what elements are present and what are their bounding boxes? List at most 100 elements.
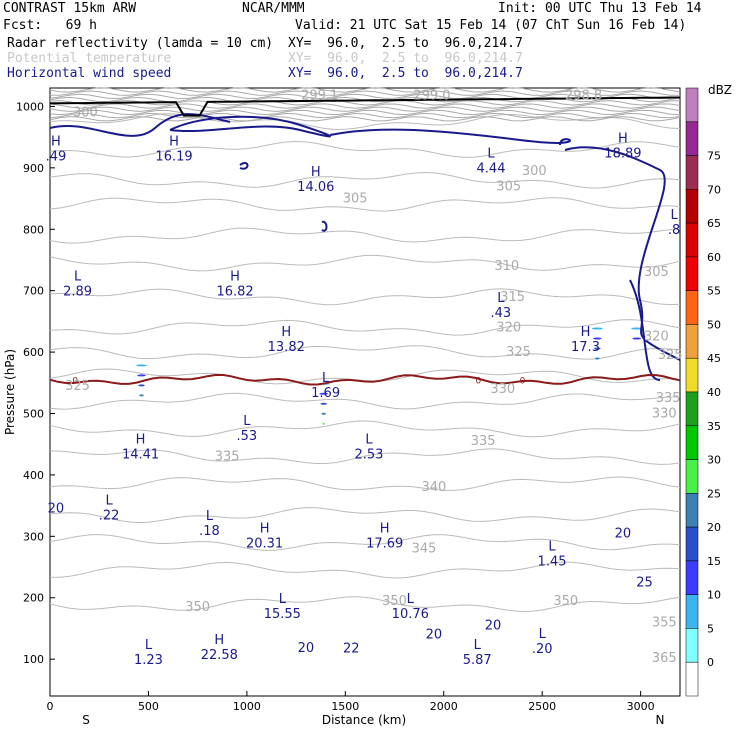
reflectivity-cell (321, 412, 326, 415)
colorbar-swatch (685, 256, 699, 291)
reflectivity-cell (631, 327, 643, 330)
extremum-marker: H (311, 165, 321, 180)
colorbar-label: 65 (707, 217, 721, 230)
colorbar-swatch (685, 425, 699, 460)
reflectivity-cell (595, 357, 600, 360)
reflectivity-cell (632, 337, 642, 340)
wind-contour (629, 279, 661, 381)
y-tick-label: 500 (23, 407, 44, 420)
theta-contour-label: 355 (652, 615, 677, 630)
field-theta-name: Potential temperature (7, 51, 172, 66)
colorbar-swatch (685, 661, 699, 697)
theta-contour-label: 350 (382, 594, 407, 609)
colorbar-label: 60 (707, 251, 721, 264)
theta-contour-label: 305 (644, 265, 669, 280)
plot-frame (49, 87, 681, 697)
theta-contour-label: 298.8 (565, 88, 602, 103)
theta-contour (50, 561, 681, 579)
wind-contour (169, 115, 331, 138)
x-axis-start-label: S (82, 713, 90, 727)
freezing-level-label: 0 (520, 377, 526, 387)
theta-contour-label: 325 (65, 379, 90, 394)
theta-contour-label: 365 (652, 651, 677, 666)
colorbar-swatch (685, 189, 699, 224)
theta-contour-label: 320 (644, 330, 669, 345)
extremum-marker: L (206, 509, 214, 524)
freezing-level-line (49, 373, 681, 386)
extremum-value: 16.19 (155, 149, 192, 164)
extremum-marker: H (581, 325, 591, 340)
extremum-marker: H (260, 521, 270, 536)
field-theta-xy: XY= 96.0, 2.5 to 96.0,214.7 (288, 51, 523, 66)
extremum-marker: H (214, 633, 224, 648)
extremum-marker: L (497, 291, 505, 306)
theta-contour-label: 335 (656, 391, 681, 406)
colorbar-swatch (685, 290, 699, 325)
theta-contour-label: 325 (658, 348, 683, 363)
x-axis-label: Distance (km) (322, 713, 406, 727)
extremum-value: 2.53 (354, 447, 383, 462)
theta-contour-label: 350 (185, 600, 210, 615)
y-tick-label: 1000 (16, 100, 44, 113)
colorbar-swatch (685, 594, 699, 629)
theta-contour-label: 300 (73, 106, 98, 121)
colorbar-swatch (685, 526, 699, 562)
colorbar-swatch (685, 493, 699, 528)
extremum-marker: H (169, 134, 179, 149)
extremum-marker: H (618, 131, 628, 146)
theta-contour (49, 90, 680, 96)
x-tick-label: 0 (47, 700, 54, 713)
theta-contour-label: 299.1 (301, 88, 338, 103)
y-tick-label: 200 (23, 592, 44, 605)
x-tick-label: 1500 (331, 700, 359, 713)
wind-contour (49, 113, 231, 137)
colorbar-swatch (685, 87, 699, 123)
theta-contour-label: 315 (500, 290, 525, 305)
theta-contour (49, 171, 681, 189)
theta-contour-label: 330 (490, 382, 515, 397)
freezing-level-label: 0 (72, 377, 78, 387)
extremum-value: 17.3 (571, 340, 600, 355)
x-tick-label: 2500 (528, 700, 556, 713)
extremum-marker: L (539, 627, 547, 642)
extremum-value: .22 (99, 509, 120, 524)
colorbar-swatch (685, 459, 699, 494)
y-tick-label: 100 (23, 653, 44, 666)
theta-contour (49, 319, 681, 336)
extremum-value: 1.23 (134, 653, 163, 668)
theta-contour (49, 106, 681, 112)
y-tick-label: 600 (23, 346, 44, 359)
theta-contour (49, 507, 681, 524)
extremum-marker: L (279, 592, 287, 607)
wind-contour-label: 20 (298, 641, 315, 656)
wind-contour (564, 146, 681, 361)
colorbar-swatch (685, 121, 699, 156)
extremum-value: .43 (491, 306, 512, 321)
y-axis-label: Pressure (hPa) (3, 349, 17, 435)
colorbar-swatch (685, 357, 699, 393)
theta-contour (49, 288, 681, 306)
theta-contour (49, 103, 681, 109)
extremum-marker: L (548, 540, 556, 555)
colorbar-swatch (685, 324, 699, 359)
theta-contour (49, 392, 680, 410)
colorbar-label: 45 (707, 352, 721, 365)
reflectivity-cell (592, 337, 602, 340)
org-label: NCAR/MMM (242, 1, 305, 16)
theta-contour (49, 93, 681, 100)
extremum-marker: L (474, 638, 482, 653)
x-tick-label: 2000 (430, 700, 458, 713)
colorbar-label: 0 (707, 656, 714, 669)
wind-contour-label: 20 (426, 628, 443, 643)
extremum-marker: L (74, 270, 82, 285)
extremum-marker: L (670, 208, 678, 223)
colorbar-swatch (685, 155, 699, 190)
extremum-value: .20 (532, 642, 553, 657)
colorbar-label: 20 (707, 521, 721, 534)
colorbar-label: 40 (707, 386, 721, 399)
theta-contour-label: 310 (494, 259, 519, 274)
wind-contour-label: 25 (636, 575, 653, 590)
x-tick-label: 1000 (233, 700, 261, 713)
reflectivity-cell (594, 347, 601, 350)
